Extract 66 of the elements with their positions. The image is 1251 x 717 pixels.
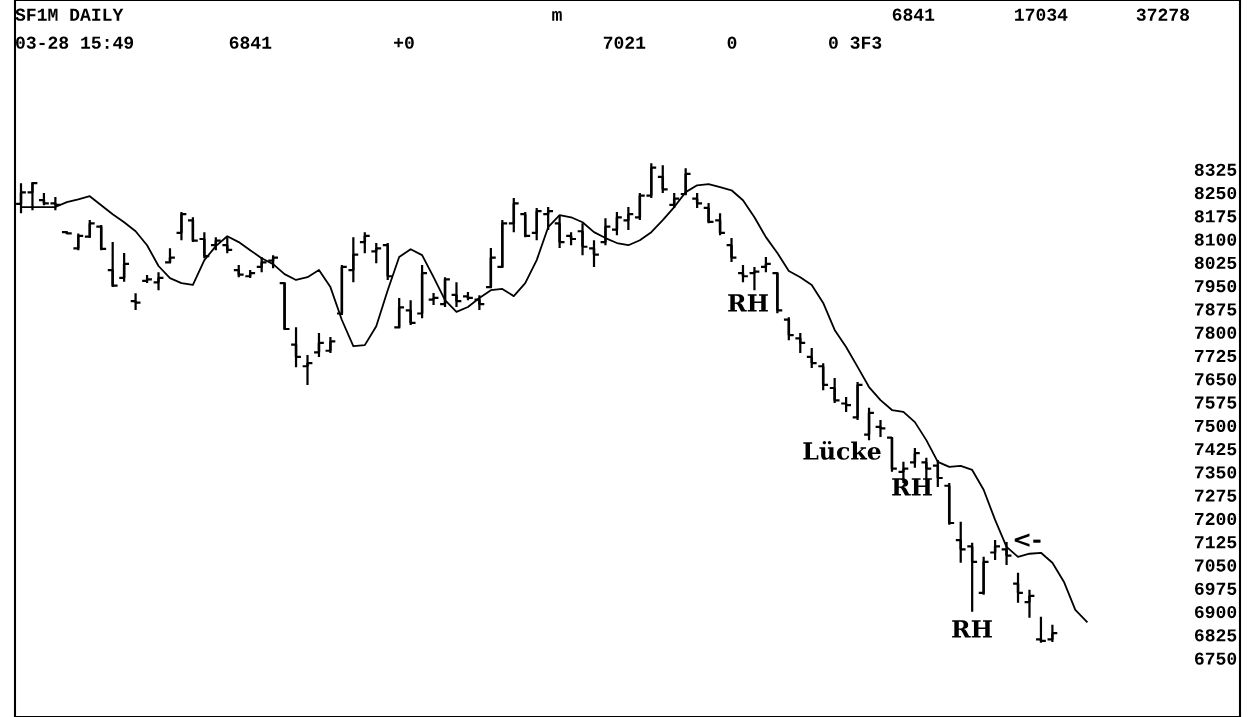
y-tick-label: 7500: [1195, 419, 1237, 432]
annotation: SF1M DAILY: [15, 8, 124, 21]
y-tick-label: 7650: [1195, 373, 1237, 386]
candlestick: [577, 222, 588, 257]
y-tick-label: 6825: [1194, 629, 1237, 642]
annotation: +0: [394, 36, 414, 49]
y-tick-label: 8100: [1194, 233, 1237, 246]
candlestick: [875, 418, 886, 439]
annotation: 17034: [1015, 8, 1068, 21]
annotation: 6841: [892, 8, 935, 21]
candlestick: [371, 241, 382, 265]
annotation: 03-28 15:49: [16, 36, 134, 49]
y-tick-label: 8250: [1194, 186, 1237, 200]
candlestick: [600, 217, 611, 247]
y-tick-label: 7350: [1195, 466, 1237, 479]
y-tick-label: 7275: [1195, 489, 1237, 502]
y-tick-label: 7950: [1195, 280, 1237, 293]
candlestick: [749, 265, 760, 292]
annotation: 0: [727, 36, 737, 49]
candlestick: [531, 206, 542, 242]
candlestick: [726, 236, 737, 264]
candlestick: [1001, 540, 1012, 567]
annotation: RH: [728, 294, 768, 312]
y-tick-label: 7050: [1195, 559, 1237, 572]
y-tick-label: 8175: [1194, 210, 1237, 223]
annotation: RH: [952, 620, 992, 638]
candlestick: [806, 346, 817, 370]
candlestick: [302, 353, 313, 386]
y-tick-label: 8025: [1194, 256, 1237, 269]
candlestick: [153, 271, 164, 292]
candlestick: [932, 458, 943, 489]
candlestick: [474, 294, 485, 312]
y-tick-label: 7575: [1195, 396, 1237, 409]
candlestick: [657, 164, 668, 195]
annotation: 7021: [603, 36, 646, 49]
y-tick-label: 8325: [1194, 163, 1237, 176]
y-tick-label: 7800: [1195, 326, 1237, 339]
annotation: Lücke: [803, 440, 881, 460]
candlestick: [554, 213, 565, 250]
candlestick: [428, 291, 439, 307]
candlestick: [852, 380, 863, 422]
y-tick-label: 7125: [1195, 536, 1237, 549]
candlestick: [451, 281, 462, 309]
annotation: RH: [892, 478, 932, 496]
candlestick: [359, 231, 370, 255]
y-tick-label: 7725: [1195, 349, 1237, 363]
y-tick-label: 6750: [1194, 652, 1237, 665]
y-tick-label: 7200: [1195, 512, 1237, 526]
candlestick: [348, 236, 359, 284]
annotation: <-: [1014, 533, 1041, 547]
annotation: 0 3F3: [829, 36, 882, 49]
candlestick: [1024, 588, 1035, 619]
candlestick: [623, 205, 634, 232]
candlestick: [222, 236, 233, 255]
y-tick-label: 6900: [1194, 605, 1237, 619]
y-tick-label: 7425: [1195, 442, 1237, 456]
candlestick: [508, 196, 519, 234]
text: 37278: [1136, 8, 1190, 21]
y-tick-label: 7875: [1195, 303, 1237, 316]
candlestick: [955, 520, 966, 564]
candlestick: [256, 255, 267, 274]
candlestick: [795, 331, 806, 355]
y-tick-label: 6975: [1194, 582, 1237, 595]
annotation: 6841: [229, 36, 272, 49]
annotation: m: [552, 10, 562, 21]
candlestick: [130, 292, 141, 312]
